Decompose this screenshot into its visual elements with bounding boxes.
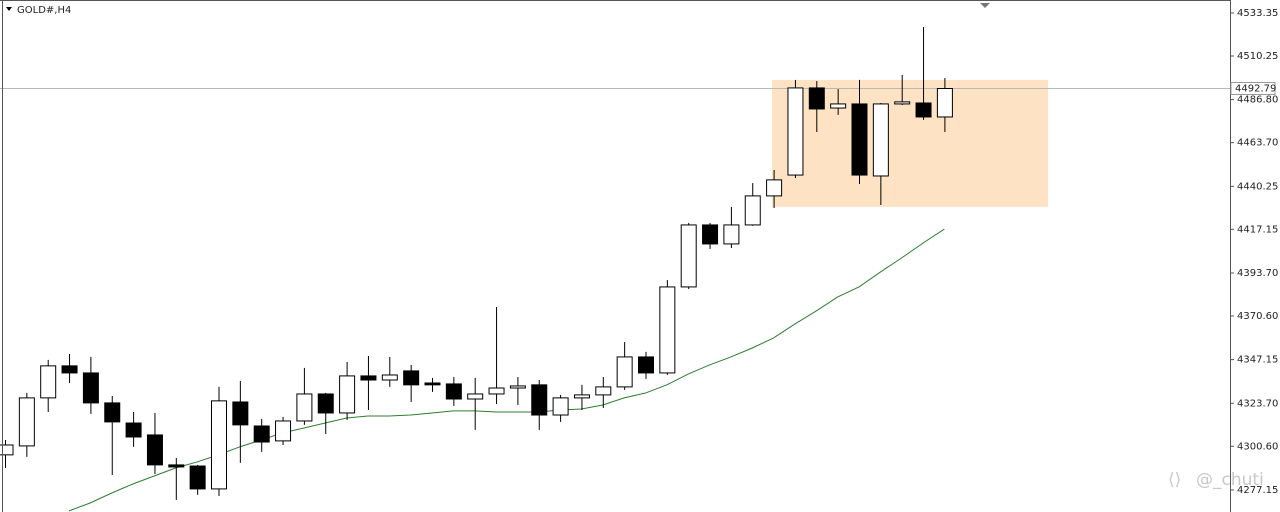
candle-body [616, 356, 633, 388]
y-tick-label: 4533.35 [1237, 8, 1278, 19]
candle-body [189, 465, 206, 490]
y-tick-label: 4510.25 [1237, 51, 1278, 62]
candle-body [680, 224, 697, 288]
y-tick-label: 4300.60 [1237, 441, 1278, 452]
candle-body [61, 365, 78, 374]
chart-title: GOLD#,H4 [17, 5, 71, 16]
candle-body [0, 444, 14, 456]
candle-body [851, 103, 868, 176]
candle-body [531, 384, 548, 416]
candle-body [766, 179, 783, 197]
candle-body [232, 401, 249, 426]
candle-body [445, 383, 462, 400]
candle-body [403, 370, 420, 386]
y-tick-label: 4277.15 [1237, 485, 1278, 496]
candle-layer [0, 27, 953, 500]
candle-body [723, 224, 740, 245]
candle-body [339, 375, 356, 414]
candle-body [595, 386, 612, 396]
y-tick-label: 4370.60 [1237, 311, 1278, 322]
candle-body [275, 420, 292, 442]
y-tick-label: 4486.80 [1237, 95, 1278, 106]
watermark-icon: ⟨⟩ [1168, 470, 1181, 490]
candle-body [467, 393, 484, 400]
current-price-label: 4492.79 [1235, 84, 1276, 95]
candle-body [702, 224, 719, 245]
watermark: @_chuti [1196, 470, 1264, 490]
candle-body [915, 102, 932, 118]
candle-body [296, 393, 313, 422]
candle-body [168, 464, 185, 468]
shift-marker [980, 3, 990, 8]
candle-body [253, 425, 270, 443]
candle-body [211, 400, 227, 490]
y-tick-label: 4440.25 [1237, 181, 1278, 192]
y-tick-label: 4463.70 [1237, 138, 1278, 149]
candle-body [18, 397, 35, 447]
candle-body [488, 387, 505, 395]
candle-body [894, 101, 911, 105]
candle-body [125, 422, 142, 438]
candle-body [360, 375, 377, 381]
candle-body [146, 434, 163, 466]
current-price-box [1230, 82, 1276, 96]
y-tick-label: 4393.70 [1237, 268, 1278, 279]
candle-body [872, 103, 889, 177]
menu-arrow[interactable] [6, 7, 12, 11]
candle-body [509, 385, 526, 389]
candle-body [573, 394, 590, 399]
candle-body [424, 382, 441, 386]
candle-body [638, 356, 654, 374]
candle-body [381, 374, 398, 381]
candle-body [808, 87, 825, 110]
y-tick-label: 4323.70 [1237, 398, 1278, 409]
y-tick-label: 4417.15 [1237, 224, 1278, 235]
candle-body [82, 372, 99, 404]
candle-body [936, 88, 953, 118]
candle-body [659, 286, 676, 374]
candle-body [104, 402, 121, 423]
candle-body [830, 103, 847, 109]
candle-body [552, 397, 569, 416]
y-tick-label: 4347.15 [1237, 355, 1278, 366]
candle-body [40, 365, 57, 399]
axis-layer: 4533.35 4510.25 4486.80 4463.70 4440.25 4417.… [1230, 8, 1278, 496]
candle-body [744, 195, 761, 226]
candle-body [787, 87, 804, 176]
candle-body [317, 393, 334, 414]
